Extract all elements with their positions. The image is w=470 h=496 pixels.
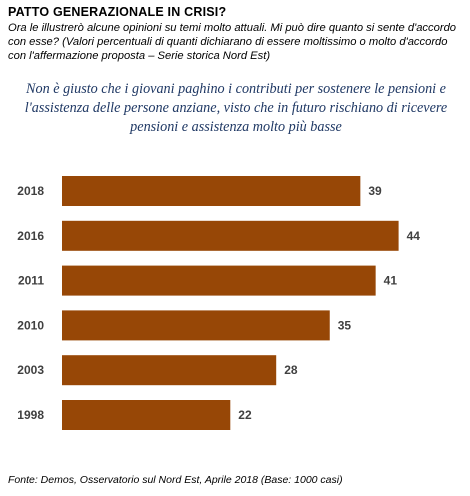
bar-1998: [62, 400, 231, 430]
bar-2018: [62, 176, 361, 206]
category-label-1998: 1998: [17, 408, 44, 422]
category-label-2011: 2011: [18, 274, 44, 288]
value-label-2003: 28: [284, 363, 298, 377]
bar-2011: [62, 265, 376, 296]
value-label-2016: 44: [407, 229, 421, 243]
value-label-2011: 41: [384, 274, 398, 288]
value-label-1998: 22: [238, 408, 252, 422]
category-label-2016: 2016: [17, 229, 44, 243]
bar-2016: [62, 220, 399, 251]
value-label-2010: 35: [338, 318, 352, 332]
bar-2003: [62, 355, 277, 386]
value-label-2018: 39: [368, 184, 382, 198]
category-label-2010: 2010: [17, 318, 44, 332]
intro-text: Ora le illustrerò alcune opinioni su tem…: [8, 22, 457, 62]
category-label-2018: 2018: [17, 184, 44, 198]
source-note: Fonte: Demos, Osservatorio sul Nord Est,…: [8, 474, 343, 486]
category-label-2003: 2003: [17, 363, 44, 377]
question-statement: Non è giusto che i giovani paghino i con…: [24, 81, 448, 135]
chart-title: PATTO GENERAZIONALE IN CRISI?: [8, 5, 227, 19]
bar-2010: [62, 310, 330, 341]
